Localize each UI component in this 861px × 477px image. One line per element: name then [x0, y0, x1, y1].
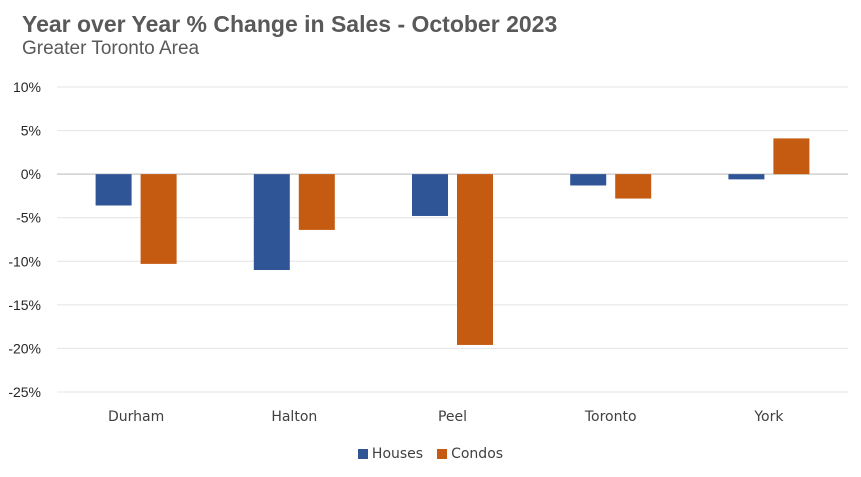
- bars: [95, 138, 810, 345]
- x-axis-category-labels: Durham Halton Peel Toronto York: [108, 409, 784, 425]
- y-tick-label: -20%: [8, 340, 41, 356]
- y-tick-label: 10%: [13, 79, 41, 95]
- x-category-label: Toronto: [584, 409, 637, 425]
- legend-item-houses: Houses: [357, 446, 424, 462]
- legend: Houses Condos: [0, 446, 861, 462]
- x-category-label: Halton: [271, 409, 317, 425]
- chart-subtitle: Greater Toronto Area: [22, 38, 200, 59]
- legend-swatch-houses: [357, 449, 368, 459]
- legend-item-condos: Condos: [437, 446, 503, 462]
- x-category-label: York: [753, 409, 784, 425]
- gridlines: [57, 86, 848, 393]
- y-axis-tick-labels: 10% 5% 0% -5% -10% -15% -20% -25%: [8, 79, 41, 400]
- legend-label-houses: Houses: [371, 446, 424, 462]
- y-tick-label: 0%: [21, 166, 41, 182]
- legend-swatch-condos: [437, 449, 448, 459]
- legend-label-condos: Condos: [451, 446, 504, 462]
- y-tick-label: 5%: [21, 123, 41, 139]
- chart-title: Year over Year % Change in Sales - Octob…: [22, 11, 558, 37]
- x-category-label: Durham: [108, 409, 164, 425]
- bar-houses-halton: [253, 174, 290, 270]
- y-tick-label: -15%: [8, 297, 41, 313]
- y-tick-label: -10%: [8, 253, 41, 269]
- bar-condos-durham: [140, 174, 177, 264]
- bar-condos-peel: [457, 174, 493, 345]
- y-tick-label: -5%: [16, 210, 41, 226]
- bar-condos-toronto: [615, 174, 652, 199]
- x-category-label: Peel: [438, 409, 467, 425]
- bar-houses-durham: [95, 174, 132, 206]
- bar-houses-york: [728, 174, 765, 180]
- bar-condos-halton: [298, 174, 335, 230]
- y-tick-label: -25%: [8, 384, 41, 400]
- bar-houses-toronto: [570, 174, 607, 186]
- bar-condos-york: [773, 138, 810, 175]
- bar-houses-peel: [412, 174, 448, 216]
